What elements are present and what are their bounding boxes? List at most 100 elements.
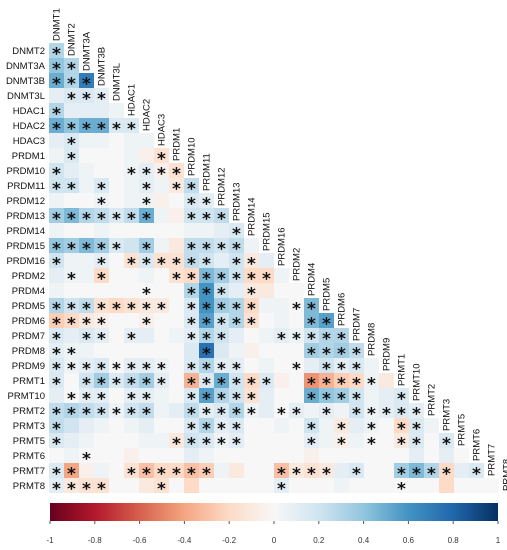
significance-star: *	[247, 315, 256, 335]
significance-star: *	[127, 375, 136, 395]
cell-prdm12-dnmt2	[64, 193, 79, 208]
cell-prmt8-dnmt1	[49, 478, 64, 493]
cell-prdm10-dnmt3a	[79, 163, 94, 178]
cell-prdm16-prdm12	[214, 253, 229, 268]
cell-prmt10-prdm5	[319, 388, 334, 403]
column-label-prdm14: PRDM14	[247, 197, 258, 236]
cell-prdm14-hdac3	[154, 223, 169, 238]
cell-prdm9-prdm14	[244, 358, 259, 373]
cell-prmt10-prdm14	[244, 388, 259, 403]
cell-prdm4-hdac1	[124, 283, 139, 298]
cell-prmt6-prdm15	[259, 448, 274, 463]
cell-prdm9-prdm10	[184, 358, 199, 373]
significance-star: *	[397, 480, 406, 500]
cell-prmt3-prdm7	[349, 418, 364, 433]
cell-prmt7-prmt5	[454, 463, 469, 478]
cell-prdm5-prdm16	[274, 298, 289, 313]
significance-star: *	[367, 435, 376, 455]
significance-star: *	[52, 360, 61, 380]
cell-prdm16-prdm15	[259, 253, 274, 268]
significance-star: *	[97, 240, 106, 260]
cell-prmt10-prdm9	[379, 388, 394, 403]
cell-prmt6-hdac2	[139, 448, 154, 463]
significance-star: *	[322, 405, 331, 425]
cell-prmt3-prdm13	[229, 418, 244, 433]
significance-star: *	[82, 210, 91, 230]
cell-prmt8-prmt2	[424, 478, 439, 493]
cell-prdm13-prdm11	[199, 208, 214, 223]
cell-prdm7-prdm14	[244, 328, 259, 343]
cell-prdm5-dnmt2	[64, 298, 79, 313]
row-label-prdm12: PRDM12	[6, 196, 45, 207]
significance-star: *	[142, 210, 151, 230]
colorbar-tick-label: -0.8	[88, 536, 102, 545]
significance-star: *	[412, 435, 421, 455]
colorbar-tick-label: 0.8	[448, 536, 460, 545]
cell-prmt10-prdm10	[184, 388, 199, 403]
cell-prmt2-prdm12	[214, 403, 229, 418]
cell-prdm9-dnmt1	[49, 358, 64, 373]
cell-prdm13-hdac1	[124, 208, 139, 223]
significance-star: *	[397, 465, 406, 485]
cell-prmt5-dnmt3a	[79, 433, 94, 448]
cell-prmt3-hdac2	[139, 418, 154, 433]
significance-star: *	[352, 390, 361, 410]
cell-prmt5-prdm9	[379, 433, 394, 448]
significance-star: *	[247, 390, 256, 410]
cell-prmt3-prdm1	[169, 418, 184, 433]
cell-prdm8-prdm15	[259, 343, 274, 358]
significance-star: *	[262, 375, 271, 395]
cell-prmt6-prdm6	[334, 448, 349, 463]
row-label-dnmt3b: DNMT3B	[6, 76, 45, 87]
cell-dnmt3b-dnmt2	[64, 73, 79, 88]
cell-prdm7-dnmt3a	[79, 328, 94, 343]
cell-prmt3-prdm12	[214, 418, 229, 433]
cell-prmt10-dnmt1	[49, 388, 64, 403]
cell-prdm15-dnmt3l	[109, 238, 124, 253]
significance-star: *	[337, 360, 346, 380]
cell-prdm9-dnmt3a	[79, 358, 94, 373]
cell-prmt7-dnmt3b	[94, 463, 109, 478]
cell-prmt7-dnmt3l	[109, 463, 124, 478]
cell-prdm7-dnmt1	[49, 328, 64, 343]
cell-prdm8-dnmt2	[64, 343, 79, 358]
cell-prmt7-prdm10	[184, 463, 199, 478]
cell-prmt7-prdm16	[274, 463, 289, 478]
cell-prdm9-dnmt3b	[94, 358, 109, 373]
significance-star: *	[367, 420, 376, 440]
cell-prmt2-prdm1	[169, 403, 184, 418]
cell-prmt7-prdm13	[229, 463, 244, 478]
cell-prmt3-prdm11	[199, 418, 214, 433]
cell-prmt3-prdm2	[289, 418, 304, 433]
row-label-prdm7: PRDM7	[12, 331, 45, 342]
significance-star: *	[202, 465, 211, 485]
significance-star: *	[247, 405, 256, 425]
cell-prmt1-prdm8	[364, 373, 379, 388]
cell-prmt5-dnmt3l	[109, 433, 124, 448]
cell-prmt2-prdm4	[304, 403, 319, 418]
significance-star: *	[82, 90, 91, 110]
cell-prdm15-prdm14	[244, 238, 259, 253]
significance-star: *	[142, 165, 151, 185]
significance-star: *	[322, 465, 331, 485]
significance-star: *	[52, 435, 61, 455]
significance-star: *	[232, 360, 241, 380]
cell-prmt10-dnmt3l	[109, 388, 124, 403]
cell-prdm7-prdm11	[199, 328, 214, 343]
cell-prmt8-prmt10	[409, 478, 424, 493]
cell-prmt5-prdm5	[319, 433, 334, 448]
row-label-prmt6: PRMT6	[13, 451, 45, 462]
significance-star: *	[217, 420, 226, 440]
significance-star: *	[52, 405, 61, 425]
row-label-prmt3: PRMT3	[13, 421, 45, 432]
cell-hdac3-dnmt3a	[79, 133, 94, 148]
cell-prdm9-prdm11	[199, 358, 214, 373]
cell-prdm12-dnmt3l	[109, 193, 124, 208]
cell-prdm8-dnmt3b	[94, 343, 109, 358]
cell-dnmt3b-dnmt3a	[79, 73, 94, 88]
cell-prdm11-dnmt3a	[79, 178, 94, 193]
significance-star: *	[187, 180, 196, 200]
cell-prdm6-hdac1	[124, 313, 139, 328]
cell-prmt7-prmt2	[424, 463, 439, 478]
cell-prdm4-dnmt3l	[109, 283, 124, 298]
